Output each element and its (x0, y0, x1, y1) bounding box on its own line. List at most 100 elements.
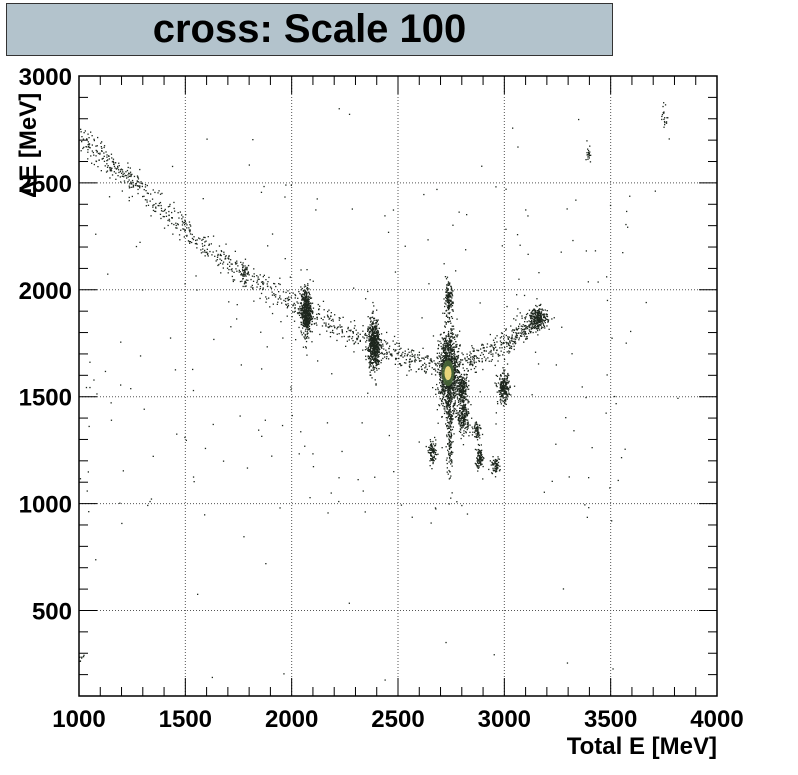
cluster-point (454, 385, 456, 387)
cluster-point (445, 387, 448, 389)
band-point (488, 360, 490, 362)
band-point (318, 313, 321, 315)
cluster-point (463, 417, 465, 419)
band-point (278, 291, 280, 293)
band-point (88, 144, 90, 146)
cluster-point (458, 389, 460, 391)
cluster-point (506, 388, 508, 390)
cluster-point (447, 427, 450, 429)
cluster-point (306, 287, 308, 289)
band-point (155, 206, 157, 208)
cluster-point (530, 312, 532, 314)
band-point (232, 279, 234, 281)
band-point (347, 328, 349, 330)
cluster-point (466, 423, 468, 426)
cluster-point (477, 454, 479, 457)
cluster-point (447, 344, 449, 347)
cluster-point (448, 453, 450, 455)
cluster-point (447, 391, 449, 394)
band-point (334, 314, 336, 316)
cluster-point (462, 387, 464, 389)
cluster-point (498, 391, 500, 393)
cluster-point (460, 426, 462, 428)
cluster-point (308, 322, 311, 325)
cluster-point (449, 300, 452, 302)
band-point (531, 317, 533, 319)
cluster-point (446, 289, 448, 291)
band-point (192, 238, 195, 241)
band-point (130, 182, 132, 184)
band-point (109, 169, 111, 171)
cluster-point (500, 393, 502, 395)
cluster-point (449, 347, 452, 349)
cluster-point (309, 306, 311, 308)
cluster-point (451, 361, 453, 363)
band-point (356, 338, 359, 340)
cluster-point (506, 393, 508, 395)
cluster-point (441, 377, 443, 379)
cluster-point (374, 338, 376, 340)
cluster-point (459, 410, 461, 412)
cluster-point (369, 358, 371, 360)
cluster-point (480, 452, 482, 454)
cluster-point (370, 347, 372, 349)
cluster-point (451, 293, 453, 295)
cluster-point (466, 415, 468, 417)
band-point (327, 310, 329, 313)
cluster-point (446, 434, 448, 436)
cluster-point (459, 407, 461, 409)
cluster-point (447, 432, 449, 434)
cluster-point (303, 295, 305, 297)
band-point (509, 342, 511, 344)
band-point (103, 145, 106, 147)
band-point (88, 143, 90, 145)
cluster-point (475, 463, 477, 465)
cluster-point (458, 361, 460, 363)
cluster-point (311, 318, 314, 320)
band-point (201, 243, 203, 245)
band-point (171, 217, 173, 219)
cluster-point (506, 386, 508, 388)
cluster-point (375, 353, 377, 355)
cluster-point (456, 380, 459, 382)
cluster-point (450, 299, 452, 301)
cluster-point (449, 446, 451, 448)
cluster-point (303, 320, 306, 322)
cluster-point (449, 311, 451, 314)
band-point (221, 250, 223, 253)
cluster-point (372, 365, 374, 367)
band-point (101, 150, 103, 152)
cluster-point (303, 336, 305, 338)
cluster-point (445, 294, 447, 296)
cluster-point (300, 330, 302, 332)
cluster-point (448, 469, 450, 472)
cluster-point (462, 395, 465, 397)
band-point (508, 344, 510, 346)
band-point (129, 173, 131, 175)
cluster-point (503, 393, 505, 395)
band-point (483, 346, 485, 349)
cluster-point (457, 414, 459, 416)
band-point (522, 328, 524, 331)
band-point (526, 321, 528, 323)
cluster-point (458, 390, 460, 392)
band-point (421, 368, 423, 370)
cluster-point (534, 318, 536, 320)
band-point (409, 363, 411, 366)
cluster-point (450, 399, 452, 401)
cluster-point (456, 410, 458, 412)
cluster-point (454, 389, 457, 391)
band-point (130, 174, 132, 176)
band-point (431, 373, 433, 375)
cluster-point (451, 333, 453, 336)
cluster-point (370, 361, 372, 363)
band-point (403, 362, 406, 364)
cluster-point (474, 448, 477, 451)
cluster-point (378, 351, 380, 353)
band-point (352, 331, 354, 333)
cluster-point (494, 461, 497, 463)
band-point (127, 162, 129, 164)
band-point (408, 370, 410, 372)
cluster-point (449, 394, 451, 396)
